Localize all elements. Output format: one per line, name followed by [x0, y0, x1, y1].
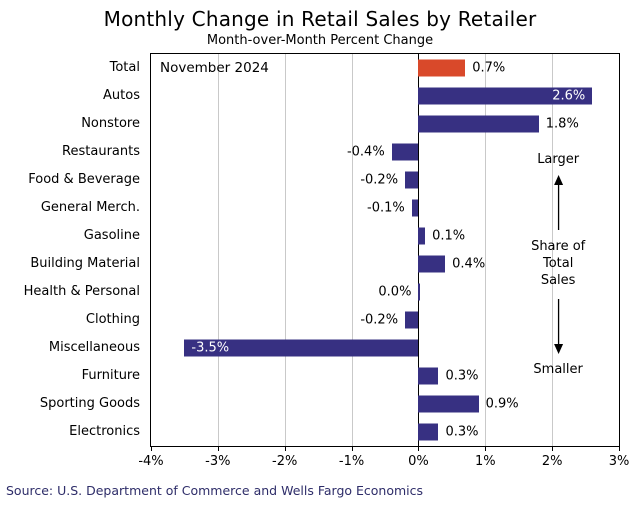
- chart-page: Monthly Change in Retail Sales by Retail…: [0, 7, 640, 508]
- chart-title: Monthly Change in Retail Sales by Retail…: [103, 7, 537, 31]
- value-label-miscellaneous: -3.5%: [191, 340, 230, 356]
- share-annotation-smaller: Smaller: [533, 361, 583, 377]
- tick-label: -1%: [338, 454, 365, 469]
- bar-restaurants: [391, 143, 419, 161]
- bar-row-nonstore: 1.8%: [151, 110, 619, 138]
- arrow-up-icon: [553, 175, 563, 230]
- tick-mark: [151, 447, 152, 451]
- tick-mark: [217, 447, 219, 451]
- bar-sporting-goods: [418, 395, 479, 413]
- bar-row-electronics: 0.3%: [151, 418, 619, 446]
- value-label-clothing: -0.2%: [360, 312, 399, 328]
- category-label: Miscellaneous: [48, 340, 140, 355]
- bar-gasoline: [418, 227, 426, 245]
- category-label: Food & Beverage: [28, 172, 140, 187]
- tick-mark: [351, 447, 353, 451]
- tick-mark: [284, 447, 286, 451]
- share-annotation: Larger Share of Total Sales Smaller: [528, 152, 589, 377]
- value-label-gasoline: 0.1%: [432, 228, 466, 244]
- x-axis: -4% -3% -2% -1% 0% 1% 2% 3%: [138, 447, 629, 473]
- value-label-general-merch: -0.1%: [367, 200, 405, 216]
- category-label: Clothing: [85, 312, 140, 327]
- gridline: [217, 54, 219, 446]
- bar-row-building-material: 0.4%: [151, 250, 619, 278]
- plot-area: November 2024 Larger Share of Total Sale…: [150, 53, 620, 447]
- value-label-sporting-goods: 0.9%: [485, 396, 519, 412]
- period-annotation: November 2024: [160, 60, 269, 76]
- value-label-total: 0.7%: [472, 60, 506, 76]
- y-axis-labels: Total Autos Nonstore Restaurants Food & Beve…: [0, 53, 150, 447]
- bar-row-total: 0.7%: [151, 54, 619, 82]
- value-label-health-personal: 0.0%: [378, 284, 412, 300]
- bar-row-food-beverage: -0.2%: [151, 166, 619, 194]
- bar-row-clothing: -0.2%: [151, 306, 619, 334]
- tick-label: 2%: [541, 454, 563, 469]
- value-label-food-beverage: -0.2%: [360, 172, 399, 188]
- bar-row-general-merch: -0.1%: [151, 194, 619, 222]
- value-label-building-material: 0.4%: [452, 256, 486, 272]
- category-label: General Merch.: [40, 200, 140, 215]
- value-label-nonstore: 1.8%: [545, 116, 579, 132]
- tick-mark: [485, 447, 487, 451]
- bar-row-health-personal: 0.0%: [151, 278, 619, 306]
- bar-building-material: [418, 255, 446, 273]
- tick-mark: [619, 447, 620, 451]
- tick-label: 3%: [608, 454, 630, 469]
- tick-label: 1%: [474, 454, 496, 469]
- tick-mark: [552, 447, 554, 451]
- bar-furniture: [418, 367, 439, 385]
- category-label: Autos: [103, 88, 140, 103]
- bar-row-furniture: 0.3%: [151, 362, 619, 390]
- gridline: [351, 54, 353, 446]
- category-label: Nonstore: [81, 116, 140, 131]
- arrow-down-icon: [553, 298, 563, 354]
- share-annotation-larger: Larger: [537, 152, 580, 167]
- gridline: [485, 54, 487, 446]
- value-label-autos: 2.6%: [552, 88, 586, 104]
- bar-general-merch: [411, 199, 419, 217]
- gridline: [284, 54, 286, 446]
- bar-food-beverage: [405, 171, 419, 189]
- category-label: Restaurants: [62, 144, 140, 159]
- category-label: Health & Personal: [23, 284, 140, 299]
- value-label-restaurants: -0.4%: [346, 144, 385, 160]
- category-label: Gasoline: [83, 228, 140, 243]
- gridline: [552, 54, 554, 446]
- category-label: Building Material: [30, 256, 140, 271]
- tick-mark: [418, 447, 420, 451]
- bar-autos: [418, 87, 593, 105]
- bar-clothing: [405, 311, 419, 329]
- bar-electronics: [418, 423, 439, 441]
- category-label: Total: [109, 60, 140, 75]
- tick-label: -2%: [272, 454, 298, 469]
- bar-row-miscellaneous: -3.5%: [151, 334, 619, 362]
- chart-body: Total Autos Nonstore Restaurants Food & Beve…: [0, 53, 640, 447]
- category-label: Electronics: [69, 424, 140, 439]
- category-label: Furniture: [81, 368, 140, 383]
- bar-row-sporting-goods: 0.9%: [151, 390, 619, 418]
- tick-label: -3%: [205, 454, 231, 469]
- value-label-furniture: 0.3%: [445, 368, 479, 384]
- tick-label: 0%: [408, 454, 429, 469]
- bar-miscellaneous: [184, 339, 419, 357]
- bar-row-gasoline: 0.1%: [151, 222, 619, 250]
- value-label-electronics: 0.3%: [445, 424, 479, 440]
- bar-health-personal: [418, 283, 420, 301]
- share-annotation-label: Share of Total Sales: [528, 239, 589, 290]
- tick-label: -4%: [138, 454, 164, 469]
- bar-row-autos: 2.6%: [151, 82, 619, 110]
- zero-line: [418, 54, 420, 446]
- bar-nonstore: [418, 115, 539, 133]
- bar-rows: 0.7% 2.6% 1.8% -0.4% -0.2% -0.1% 0.1% 0.4% 0.0% -…: [151, 54, 619, 446]
- grid-layer: [151, 54, 619, 446]
- bar-total: [418, 59, 466, 77]
- bar-row-restaurants: -0.4%: [151, 138, 619, 166]
- share-annotation-line2: Total Sales: [540, 255, 576, 288]
- category-label: Sporting Goods: [39, 396, 140, 411]
- share-annotation-line1: Share of: [531, 239, 586, 254]
- source-note: Source: U.S. Department of Commerce and …: [6, 483, 424, 498]
- chart-subtitle: Month-over-Month Percent Change: [206, 33, 434, 48]
